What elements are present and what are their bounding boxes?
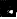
Text: B: B bbox=[4, 0, 17, 17]
Text: B: B bbox=[0, 0, 13, 17]
Bar bbox=[5, 7, 6, 8]
Bar bbox=[5, 7, 6, 8]
Text: A: A bbox=[0, 1, 10, 19]
Bar bbox=[5, 7, 6, 8]
Bar bbox=[4, 5, 13, 15]
FancyBboxPatch shape bbox=[5, 7, 7, 8]
Text: 15: 15 bbox=[2, 0, 17, 17]
Text: CP: CP bbox=[14, 0, 17, 13]
Bar bbox=[4, 7, 5, 8]
Text: A: A bbox=[0, 1, 13, 19]
Bar bbox=[3, 4, 4, 16]
Bar bbox=[4, 6, 8, 9]
Bar bbox=[13, 5, 14, 15]
Bar bbox=[4, 5, 14, 15]
Bar bbox=[4, 5, 13, 15]
Text: 8a: 8a bbox=[2, 0, 17, 17]
Bar bbox=[4, 6, 8, 7]
Text: GP: GP bbox=[0, 0, 17, 4]
FancyBboxPatch shape bbox=[5, 7, 7, 8]
Bar bbox=[3, 4, 15, 16]
FancyBboxPatch shape bbox=[5, 6, 7, 8]
Bar bbox=[6, 9, 13, 15]
Bar bbox=[4, 5, 14, 15]
Bar bbox=[3, 4, 15, 5]
Text: 24: 24 bbox=[15, 3, 17, 19]
Bar bbox=[3, 4, 15, 16]
Bar bbox=[14, 4, 15, 16]
Bar bbox=[6, 9, 13, 15]
Bar bbox=[6, 9, 13, 15]
Text: SP: SP bbox=[0, 0, 17, 17]
Bar bbox=[4, 5, 13, 15]
Bar bbox=[3, 15, 15, 16]
Text: 25: 25 bbox=[15, 0, 17, 16]
Bar bbox=[4, 5, 14, 15]
FancyBboxPatch shape bbox=[5, 7, 7, 8]
